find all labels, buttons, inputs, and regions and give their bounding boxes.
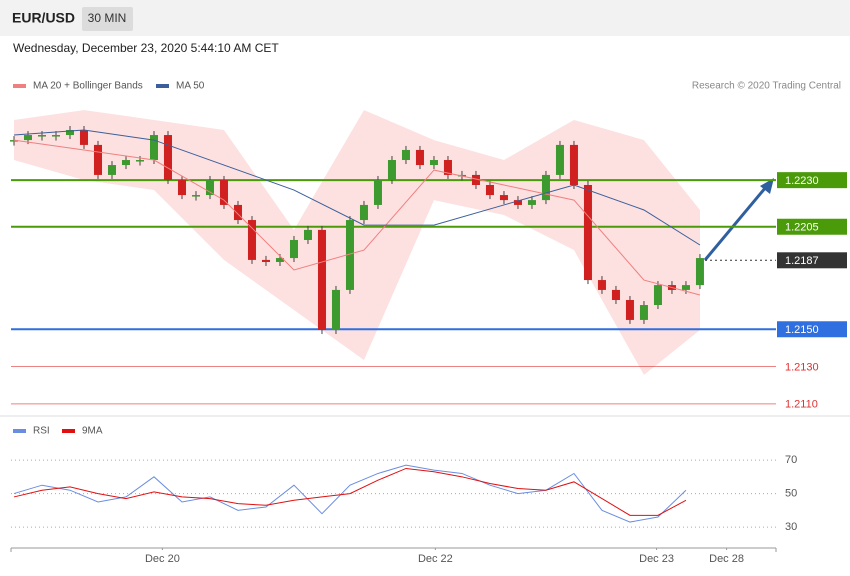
candle bbox=[499, 195, 508, 201]
candle bbox=[317, 229, 326, 331]
candle bbox=[373, 179, 382, 205]
x-tick-label: Dec 20 bbox=[145, 553, 180, 565]
candle bbox=[9, 140, 18, 142]
candle bbox=[107, 165, 116, 175]
candle bbox=[65, 130, 74, 136]
legend-swatch bbox=[13, 429, 26, 433]
candle bbox=[79, 130, 88, 145]
x-tick-label: Dec 22 bbox=[418, 553, 453, 565]
candle bbox=[331, 289, 340, 331]
ma-line bbox=[13, 139, 701, 296]
candle bbox=[219, 179, 228, 205]
level-label: 1.2205 bbox=[785, 222, 819, 234]
candle bbox=[191, 195, 200, 197]
datetime: Wednesday, December 23, 2020 5:44:10 AM … bbox=[13, 41, 279, 55]
legend-swatch bbox=[13, 84, 26, 88]
arrow-head bbox=[760, 178, 774, 194]
candle bbox=[247, 220, 256, 260]
symbol: EUR/USD bbox=[12, 10, 75, 26]
candle bbox=[149, 135, 158, 161]
candle bbox=[233, 204, 242, 221]
candle bbox=[345, 220, 354, 290]
candle bbox=[541, 174, 550, 201]
candle bbox=[23, 135, 32, 141]
candle bbox=[527, 200, 536, 205]
y-tick-label: 70 bbox=[785, 454, 797, 466]
candle bbox=[121, 160, 130, 166]
level-label: 1.2110 bbox=[785, 399, 818, 411]
x-tick-label: Dec 28 bbox=[709, 553, 744, 565]
legend-swatch bbox=[156, 84, 169, 88]
interval[interactable]: 30 MIN bbox=[88, 11, 127, 25]
candle bbox=[443, 160, 452, 175]
y-tick-label: 30 bbox=[785, 521, 797, 533]
candle bbox=[135, 160, 144, 162]
candle bbox=[597, 280, 606, 290]
candle bbox=[555, 144, 564, 175]
candle bbox=[625, 299, 634, 320]
candle bbox=[275, 258, 284, 262]
credit: Research © 2020 Trading Central bbox=[692, 81, 841, 92]
candle bbox=[583, 184, 592, 281]
legend-label: RSI bbox=[33, 426, 50, 437]
candle bbox=[387, 160, 396, 180]
legend-swatch bbox=[62, 429, 75, 433]
candle bbox=[261, 259, 270, 262]
candle bbox=[37, 135, 46, 137]
candle bbox=[653, 285, 662, 306]
level-box bbox=[777, 218, 847, 235]
level-box bbox=[777, 252, 847, 269]
level-label: 1.2230 bbox=[785, 175, 819, 187]
candle bbox=[163, 135, 172, 180]
ma-line bbox=[13, 129, 701, 246]
candle bbox=[695, 258, 704, 286]
x-tick-label: Dec 23 bbox=[639, 553, 674, 565]
level-box bbox=[777, 321, 847, 338]
legend-label: MA 20 + Bollinger Bands bbox=[33, 81, 143, 92]
candle bbox=[401, 149, 410, 161]
candle bbox=[415, 149, 424, 166]
candle bbox=[205, 179, 214, 196]
level-label: 1.2150 bbox=[785, 324, 819, 336]
header-bar bbox=[0, 0, 850, 36]
forecast-arrow bbox=[703, 186, 768, 261]
candle bbox=[177, 179, 186, 196]
rsi-line bbox=[13, 464, 687, 523]
candle bbox=[485, 184, 494, 196]
candle bbox=[359, 204, 368, 221]
y-tick-label: 50 bbox=[785, 487, 797, 499]
interval-button[interactable] bbox=[82, 7, 133, 31]
candle bbox=[289, 239, 298, 259]
legend-label: 9MA bbox=[82, 426, 103, 437]
candle bbox=[51, 135, 60, 137]
level-box bbox=[777, 172, 847, 189]
candle bbox=[471, 174, 480, 185]
candle bbox=[429, 160, 438, 166]
candle bbox=[513, 200, 522, 205]
candle bbox=[303, 229, 312, 240]
level-label: 1.2187 bbox=[785, 255, 819, 267]
candle bbox=[639, 305, 648, 320]
candle bbox=[611, 289, 620, 300]
bollinger-band bbox=[13, 110, 700, 375]
candle bbox=[93, 144, 102, 175]
legend-label: MA 50 bbox=[176, 81, 205, 92]
level-label: 1.2130 bbox=[785, 361, 819, 373]
candle bbox=[569, 144, 578, 185]
candle bbox=[681, 285, 690, 290]
rsi-line bbox=[13, 467, 687, 516]
